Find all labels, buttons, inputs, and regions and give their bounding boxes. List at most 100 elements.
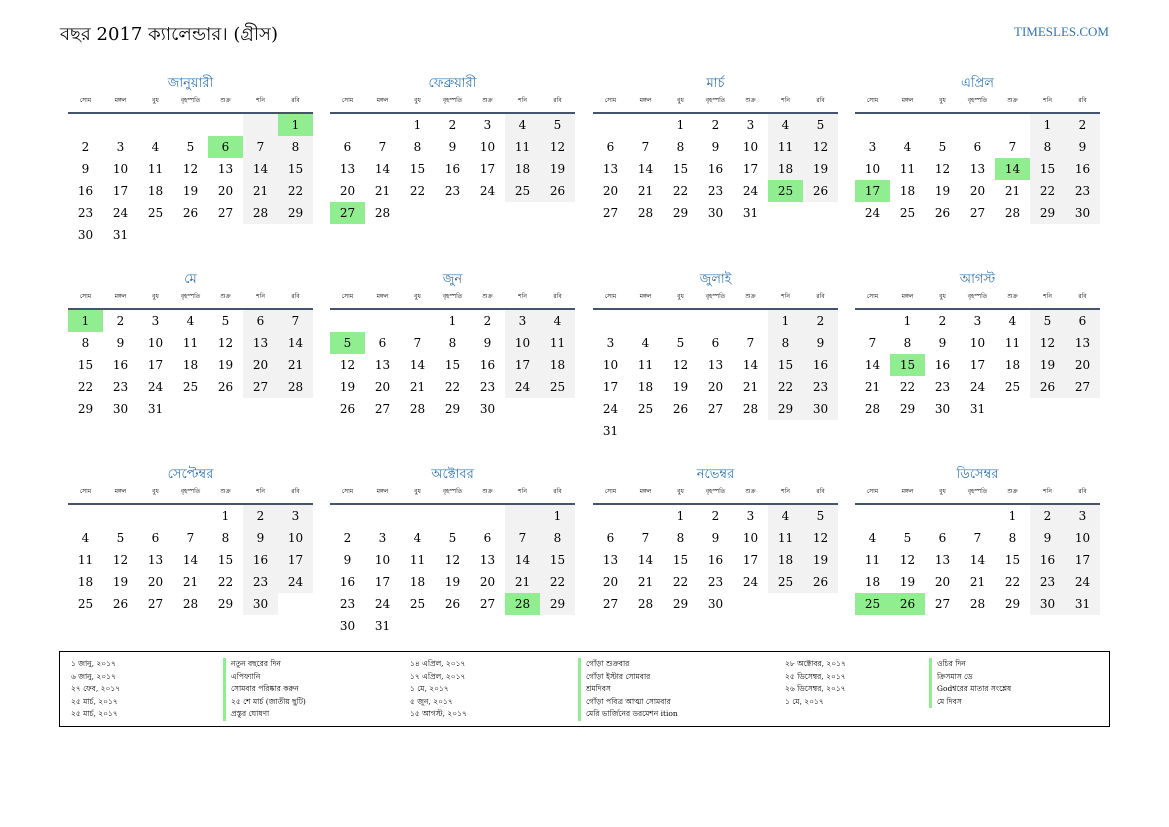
day-cell[interactable]: 4 <box>768 505 803 527</box>
day-cell[interactable]: 6 <box>1065 310 1100 332</box>
day-cell[interactable]: 24 <box>479 184 496 198</box>
day-cell[interactable]: 9 <box>116 336 125 350</box>
day-cell[interactable]: 15 <box>540 549 575 571</box>
day-cell[interactable]: 9 <box>448 140 457 154</box>
day-cell[interactable]: 18 <box>182 358 199 372</box>
day-cell[interactable]: 26 <box>444 597 461 611</box>
day-cell[interactable]: 23 <box>112 380 129 394</box>
day-cell[interactable]: 1 <box>768 310 803 332</box>
day-cell[interactable]: 28 <box>409 402 426 416</box>
day-cell[interactable]: 13 <box>147 553 164 567</box>
day-cell[interactable]: 26 <box>540 180 575 202</box>
day-cell[interactable]: 23 <box>707 575 724 589</box>
day-cell[interactable]: 29 <box>278 202 313 224</box>
day-cell[interactable]: 30 <box>243 593 278 615</box>
day-cell[interactable]: 29 <box>444 402 461 416</box>
day-cell[interactable]: 24 <box>147 380 164 394</box>
day-cell[interactable]: 30 <box>1065 202 1100 224</box>
day-cell[interactable]: 3 <box>868 140 877 154</box>
day-cell[interactable]: 22 <box>672 575 689 589</box>
day-cell[interactable]: 17 <box>742 162 759 176</box>
day-cell[interactable]: 21 <box>505 571 540 593</box>
day-cell[interactable]: 27 <box>374 402 391 416</box>
day-cell[interactable]: 14 <box>969 553 986 567</box>
day-cell[interactable]: 18 <box>768 158 803 180</box>
day-cell[interactable]: 8 <box>1030 136 1065 158</box>
day-cell[interactable]: 22 <box>672 184 689 198</box>
day-cell[interactable]: 2 <box>711 118 720 132</box>
day-cell[interactable]: 23 <box>243 571 278 593</box>
day-cell[interactable]: 16 <box>707 553 724 567</box>
day-cell[interactable]: 19 <box>1030 354 1065 376</box>
day-cell[interactable]: 12 <box>339 358 356 372</box>
day-cell[interactable]: 15 <box>77 358 94 372</box>
day-cell[interactable]: 7 <box>413 336 422 350</box>
day-cell[interactable]: 1 <box>676 118 685 132</box>
day-cell[interactable]: 16 <box>934 358 951 372</box>
day-cell[interactable]: 20 <box>147 575 164 589</box>
day-cell[interactable]: 23 <box>1065 180 1100 202</box>
day-cell[interactable]: 20 <box>602 184 619 198</box>
day-cell[interactable]: 17 <box>742 553 759 567</box>
holiday-day-cell[interactable]: 5 <box>330 332 365 354</box>
day-cell[interactable]: 19 <box>444 575 461 589</box>
day-cell[interactable]: 8 <box>1008 531 1017 545</box>
day-cell[interactable]: 16 <box>243 549 278 571</box>
day-cell[interactable]: 26 <box>182 206 199 220</box>
day-cell[interactable]: 22 <box>768 376 803 398</box>
day-cell[interactable]: 6 <box>711 336 720 350</box>
day-cell[interactable]: 25 <box>1004 380 1021 394</box>
holiday-day-cell[interactable]: 26 <box>890 593 925 615</box>
day-cell[interactable]: 28 <box>637 597 654 611</box>
day-cell[interactable]: 3 <box>483 118 492 132</box>
day-cell[interactable]: 14 <box>637 553 654 567</box>
day-cell[interactable]: 25 <box>540 376 575 398</box>
day-cell[interactable]: 19 <box>217 358 234 372</box>
day-cell[interactable]: 25 <box>505 180 540 202</box>
day-cell[interactable]: 5 <box>221 314 230 328</box>
day-cell[interactable]: 9 <box>711 531 720 545</box>
day-cell[interactable]: 10 <box>112 162 129 176</box>
day-cell[interactable]: 12 <box>540 136 575 158</box>
day-cell[interactable]: 16 <box>112 358 129 372</box>
day-cell[interactable]: 27 <box>602 597 619 611</box>
day-cell[interactable]: 10 <box>1065 527 1100 549</box>
day-cell[interactable]: 24 <box>505 376 540 398</box>
day-cell[interactable]: 1 <box>903 314 912 328</box>
day-cell[interactable]: 20 <box>479 575 496 589</box>
day-cell[interactable]: 15 <box>672 553 689 567</box>
day-cell[interactable]: 7 <box>746 336 755 350</box>
day-cell[interactable]: 8 <box>81 336 90 350</box>
day-cell[interactable]: 1 <box>1030 114 1065 136</box>
day-cell[interactable]: 7 <box>378 140 387 154</box>
day-cell[interactable]: 21 <box>278 354 313 376</box>
day-cell[interactable]: 17 <box>1065 549 1100 571</box>
day-cell[interactable]: 16 <box>444 162 461 176</box>
day-cell[interactable]: 15 <box>217 553 234 567</box>
holiday-day-cell[interactable]: 14 <box>995 158 1030 180</box>
day-cell[interactable]: 25 <box>637 402 654 416</box>
day-cell[interactable]: 2 <box>711 509 720 523</box>
day-cell[interactable]: 22 <box>899 380 916 394</box>
holiday-day-cell[interactable]: 1 <box>68 310 103 332</box>
day-cell[interactable]: 14 <box>637 162 654 176</box>
day-cell[interactable]: 2 <box>448 118 457 132</box>
day-cell[interactable]: 23 <box>707 184 724 198</box>
day-cell[interactable]: 24 <box>969 380 986 394</box>
day-cell[interactable]: 13 <box>374 358 391 372</box>
day-cell[interactable]: 21 <box>243 180 278 202</box>
day-cell[interactable]: 6 <box>243 310 278 332</box>
day-cell[interactable]: 28 <box>374 206 391 220</box>
day-cell[interactable]: 9 <box>483 336 492 350</box>
day-cell[interactable]: 6 <box>483 531 492 545</box>
day-cell[interactable]: 23 <box>934 380 951 394</box>
day-cell[interactable]: 29 <box>77 402 94 416</box>
day-cell[interactable]: 15 <box>1004 553 1021 567</box>
day-cell[interactable]: 12 <box>672 358 689 372</box>
day-cell[interactable]: 4 <box>1008 314 1017 328</box>
day-cell[interactable]: 9 <box>243 527 278 549</box>
day-cell[interactable]: 3 <box>378 531 387 545</box>
day-cell[interactable]: 11 <box>182 336 199 350</box>
day-cell[interactable]: 20 <box>602 575 619 589</box>
day-cell[interactable]: 10 <box>147 336 164 350</box>
